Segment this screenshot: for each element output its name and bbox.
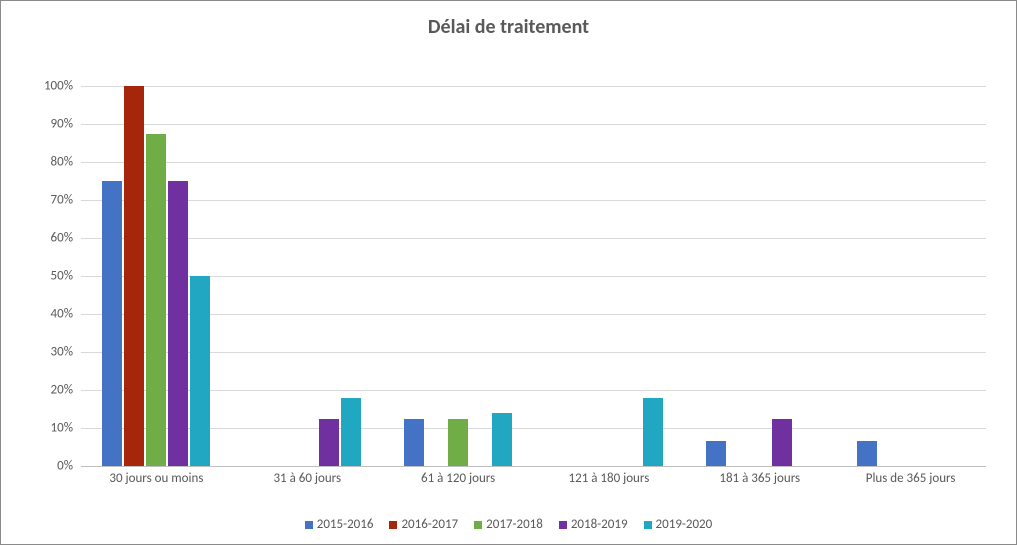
bar xyxy=(168,181,188,466)
gridline xyxy=(81,276,986,277)
legend-swatch xyxy=(389,521,397,529)
gridline xyxy=(81,86,986,87)
legend-swatch xyxy=(474,521,482,529)
y-tick-label: 80% xyxy=(13,155,73,170)
y-tick-label: 10% xyxy=(13,421,73,436)
x-tick-label: 181 à 365 jours xyxy=(719,471,800,486)
legend: 2015-2016 2016-2017 2017-2018 2018-2019 2019… xyxy=(1,517,1016,532)
gridline xyxy=(81,124,986,125)
bar xyxy=(404,419,424,467)
chart-title: Délai de traitement xyxy=(1,15,1016,39)
y-tick-label: 0% xyxy=(13,459,73,474)
bar xyxy=(772,419,792,467)
bar xyxy=(102,181,122,466)
gridline xyxy=(81,314,986,315)
bar xyxy=(448,419,468,467)
legend-label: 2017-2018 xyxy=(486,517,543,532)
legend-label: 2016-2017 xyxy=(401,517,458,532)
legend-label: 2019-2020 xyxy=(656,517,713,532)
x-tick-label: 31 à 60 jours xyxy=(273,471,341,486)
gridline xyxy=(81,352,986,353)
bar xyxy=(319,419,339,467)
bar xyxy=(341,398,361,466)
y-tick-label: 20% xyxy=(13,383,73,398)
x-tick-label: Plus de 365 jours xyxy=(866,471,956,486)
y-tick-label: 100% xyxy=(13,79,73,94)
chart-frame: Délai de traitement 0% 10% 20% 30% 40% 50% 60%… xyxy=(0,0,1017,545)
legend-item: 2017-2018 xyxy=(474,517,543,532)
x-tick-label: 30 jours ou moins xyxy=(109,471,203,486)
legend-swatch xyxy=(559,521,567,529)
plot-area xyxy=(81,86,986,467)
legend-label: 2018-2019 xyxy=(571,517,628,532)
legend-item: 2018-2019 xyxy=(559,517,628,532)
gridline xyxy=(81,200,986,201)
x-tick-label: 61 à 120 jours xyxy=(421,471,495,486)
x-tick-label: 121 à 180 jours xyxy=(569,471,650,486)
y-tick-label: 40% xyxy=(13,307,73,322)
gridline xyxy=(81,428,986,429)
y-tick-label: 60% xyxy=(13,231,73,246)
bar xyxy=(706,441,726,466)
gridline xyxy=(81,238,986,239)
bar xyxy=(190,276,210,466)
bar xyxy=(124,86,144,466)
legend-swatch xyxy=(644,521,652,529)
legend-item: 2015-2016 xyxy=(305,517,374,532)
legend-label: 2015-2016 xyxy=(317,517,374,532)
y-tick-label: 90% xyxy=(13,117,73,132)
bar xyxy=(492,413,512,466)
gridline xyxy=(81,162,986,163)
legend-item: 2019-2020 xyxy=(644,517,713,532)
y-tick-label: 50% xyxy=(13,269,73,284)
bar xyxy=(146,134,166,467)
y-tick-label: 70% xyxy=(13,193,73,208)
legend-item: 2016-2017 xyxy=(389,517,458,532)
bar xyxy=(857,441,877,466)
legend-swatch xyxy=(305,521,313,529)
gridline xyxy=(81,390,986,391)
bar xyxy=(643,398,663,466)
y-tick-label: 30% xyxy=(13,345,73,360)
